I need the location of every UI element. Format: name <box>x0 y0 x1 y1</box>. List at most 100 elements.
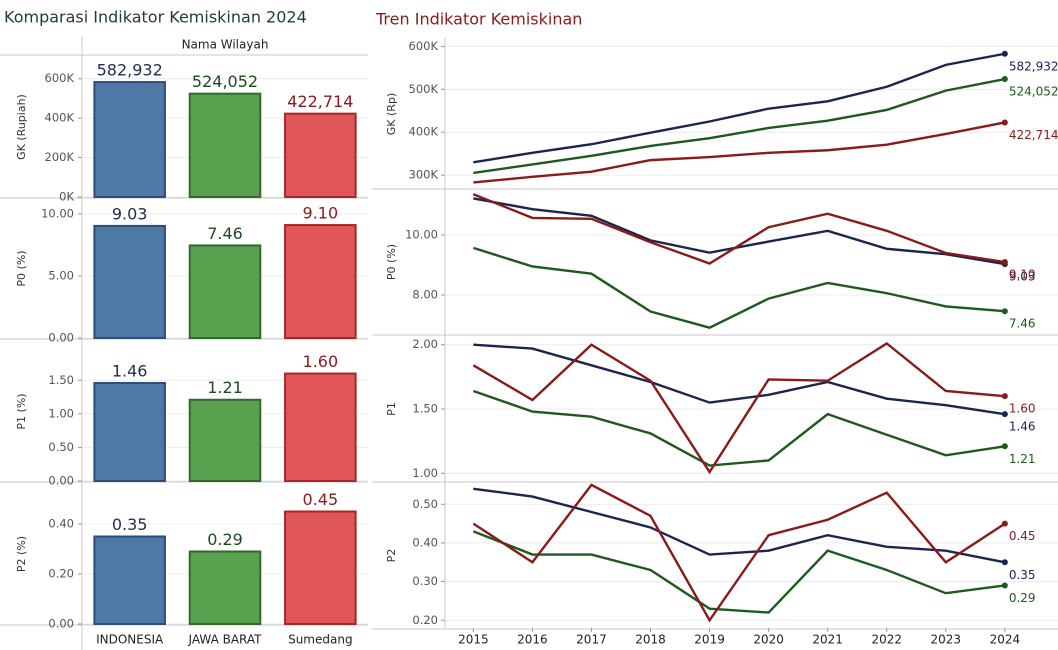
bar <box>188 92 262 198</box>
y-tick-label: 1.50 <box>412 402 438 416</box>
bar <box>188 398 262 482</box>
end-label: 524,052 <box>1009 85 1058 99</box>
end-label: 1.46 <box>1009 420 1036 434</box>
y-tick-label: 0K <box>59 190 74 204</box>
y-tick-label: 600K <box>45 71 75 85</box>
line-series <box>472 389 1006 467</box>
chart-title: Komparasi Indikator Kemiskinan 2024 <box>4 8 307 27</box>
x-tick-label: 2022 <box>871 633 902 647</box>
y-tick-label: 1.00 <box>48 406 74 420</box>
column-header: Nama Wilayah <box>182 38 269 52</box>
y-tick-label: 0.20 <box>48 567 74 581</box>
bar <box>93 535 166 625</box>
y-tick-label: 1.50 <box>48 373 74 387</box>
y-tick-label: 0.50 <box>48 440 74 454</box>
value-label: 524,052 <box>192 72 258 91</box>
end-label: 422,714 <box>1009 128 1058 142</box>
value-label: 1.60 <box>303 352 339 371</box>
end-point <box>1001 582 1008 589</box>
y-tick-label: 0.00 <box>48 331 74 345</box>
value-label: 1.46 <box>112 361 148 380</box>
x-tick-label: 2024 <box>990 633 1021 647</box>
bar <box>284 112 357 198</box>
bar <box>284 224 357 339</box>
bar <box>93 381 166 483</box>
end-label: 1.60 <box>1009 402 1036 416</box>
y-tick-label: 0.00 <box>48 617 74 631</box>
line-series <box>473 52 1006 164</box>
y-tick-label: 0.40 <box>48 517 74 531</box>
y-tick-label: 2.00 <box>412 337 438 351</box>
y-tick-label: 400K <box>45 111 75 125</box>
value-label: 422,714 <box>287 92 353 111</box>
end-point <box>1001 308 1008 315</box>
y-axis-label: P0 (%) <box>15 250 28 286</box>
y-tick-label: 200K <box>45 150 75 164</box>
y-tick-label: 400K <box>409 125 439 139</box>
value-label: 7.46 <box>207 224 243 243</box>
y-axis-label: GK (Rp) <box>385 93 398 135</box>
y-tick-label: 10.00 <box>405 228 438 242</box>
y-tick-label: 0.40 <box>412 535 438 549</box>
bar <box>188 244 262 340</box>
x-tick-label: 2021 <box>812 633 843 647</box>
x-tick-label: 2018 <box>635 633 666 647</box>
y-tick-label: 5.00 <box>48 268 74 282</box>
end-point <box>1001 559 1008 566</box>
x-tick-label: INDONESIA <box>96 633 164 647</box>
y-tick-label: 500K <box>409 82 439 96</box>
value-label: 0.45 <box>303 490 339 509</box>
line-series <box>473 343 1006 416</box>
end-label: 7.46 <box>1009 317 1036 331</box>
value-label: 1.21 <box>207 378 243 397</box>
y-axis-label: P2 <box>385 549 398 563</box>
end-label: 1.21 <box>1009 452 1036 466</box>
x-tick-label: 2015 <box>458 633 489 647</box>
end-label: 0.45 <box>1009 529 1036 543</box>
x-tick-label: 2017 <box>576 633 607 647</box>
end-label: 9.03 <box>1009 270 1036 284</box>
y-tick-label: 0.00 <box>48 474 74 488</box>
line-series <box>473 121 1006 184</box>
y-axis-label: P1 (%) <box>15 393 28 429</box>
y-tick-label: 600K <box>409 39 439 53</box>
end-label: 9.10 <box>1009 268 1036 282</box>
value-label: 0.35 <box>112 515 148 534</box>
line-series <box>472 530 1006 614</box>
y-tick-label: 300K <box>409 168 439 182</box>
value-label: 9.10 <box>303 204 339 223</box>
line-series <box>472 341 1005 475</box>
y-tick-label: 10.00 <box>41 206 74 220</box>
bar <box>93 224 166 339</box>
bar <box>188 550 262 625</box>
y-axis-label: GK (Rupiah) <box>15 94 28 160</box>
x-tick-label: 2019 <box>694 633 725 647</box>
end-point <box>1001 411 1008 418</box>
value-label: 582,932 <box>97 61 163 80</box>
value-label: 0.29 <box>207 530 243 549</box>
chart-title: Tren Indikator Kemiskinan <box>375 10 582 29</box>
end-point <box>1001 259 1008 265</box>
line-series <box>473 197 1006 266</box>
bar <box>284 372 357 483</box>
end-label: 0.35 <box>1009 568 1036 582</box>
end-label: 0.29 <box>1009 591 1036 605</box>
bar <box>93 81 166 198</box>
end-point <box>1001 520 1008 527</box>
end-point <box>1001 76 1008 83</box>
x-tick-label: Sumedang <box>288 633 353 647</box>
value-label: 9.03 <box>112 204 148 223</box>
x-tick-label: 2020 <box>753 633 784 647</box>
x-tick-label: 2023 <box>931 633 962 647</box>
end-point <box>1001 393 1008 400</box>
bar <box>284 510 357 625</box>
end-point <box>1001 119 1008 126</box>
line-series <box>473 77 1006 175</box>
line-series <box>473 487 1006 564</box>
end-label: 582,932 <box>1009 59 1058 73</box>
y-tick-label: 1.00 <box>412 466 438 480</box>
line-series <box>472 193 1006 265</box>
end-point <box>1001 443 1008 450</box>
y-tick-label: 0.20 <box>412 613 438 627</box>
